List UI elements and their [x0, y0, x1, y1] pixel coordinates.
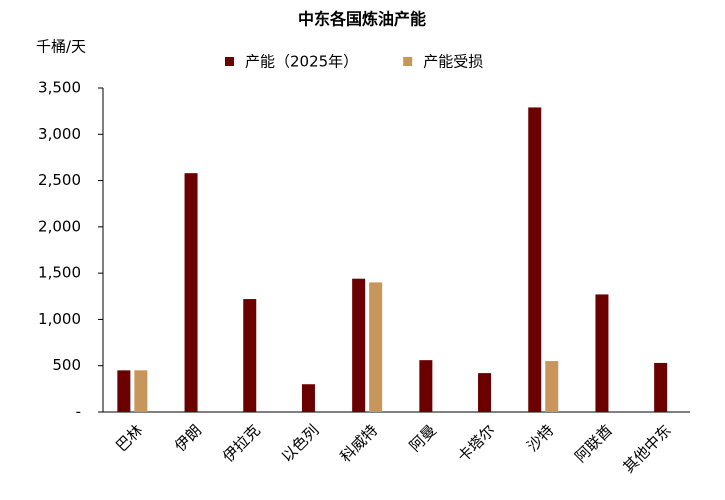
x-tick-label: 巴林	[112, 421, 146, 455]
bar	[654, 362, 668, 412]
bar	[134, 370, 148, 412]
y-tick-label: 500	[52, 356, 81, 374]
x-tick-label: 伊拉克	[219, 421, 264, 466]
x-tick-label: 阿曼	[406, 421, 440, 455]
x-tick-label: 沙特	[523, 421, 557, 455]
y-tick-label: 2,500	[38, 171, 81, 189]
bar	[528, 107, 542, 412]
y-axis-label: 千桶/天	[36, 38, 86, 56]
x-tick-label: 卡塔尔	[454, 421, 499, 466]
bar	[478, 373, 492, 412]
y-tick-label: 1,500	[38, 264, 81, 282]
bar	[369, 282, 383, 412]
x-tick-label: 伊朗	[171, 421, 205, 455]
legend-swatch	[403, 57, 413, 66]
bar	[352, 278, 366, 412]
x-tick-label: 阿联酋	[571, 421, 616, 466]
x-tick-label: 以色列	[278, 421, 323, 466]
legend-swatch	[225, 57, 234, 66]
y-tick-label: 3,000	[38, 125, 81, 143]
x-tick-label: 科威特	[337, 421, 382, 466]
y-tick-label: -	[76, 403, 81, 421]
y-tick-label: 3,500	[38, 79, 81, 97]
x-tick-label: 其他中东	[619, 421, 674, 476]
bar	[301, 384, 315, 412]
bar	[243, 299, 257, 412]
y-tick-label: 2,000	[38, 217, 81, 235]
bar	[117, 370, 131, 412]
bar	[184, 173, 198, 412]
legend-label: 产能受损	[423, 53, 483, 71]
legend-label: 产能（2025年）	[245, 53, 358, 71]
bar	[419, 360, 433, 412]
bar	[545, 361, 559, 412]
chart-title: 中东各国炼油产能	[298, 10, 426, 29]
bar	[595, 294, 609, 412]
y-tick-label: 1,000	[38, 310, 81, 328]
